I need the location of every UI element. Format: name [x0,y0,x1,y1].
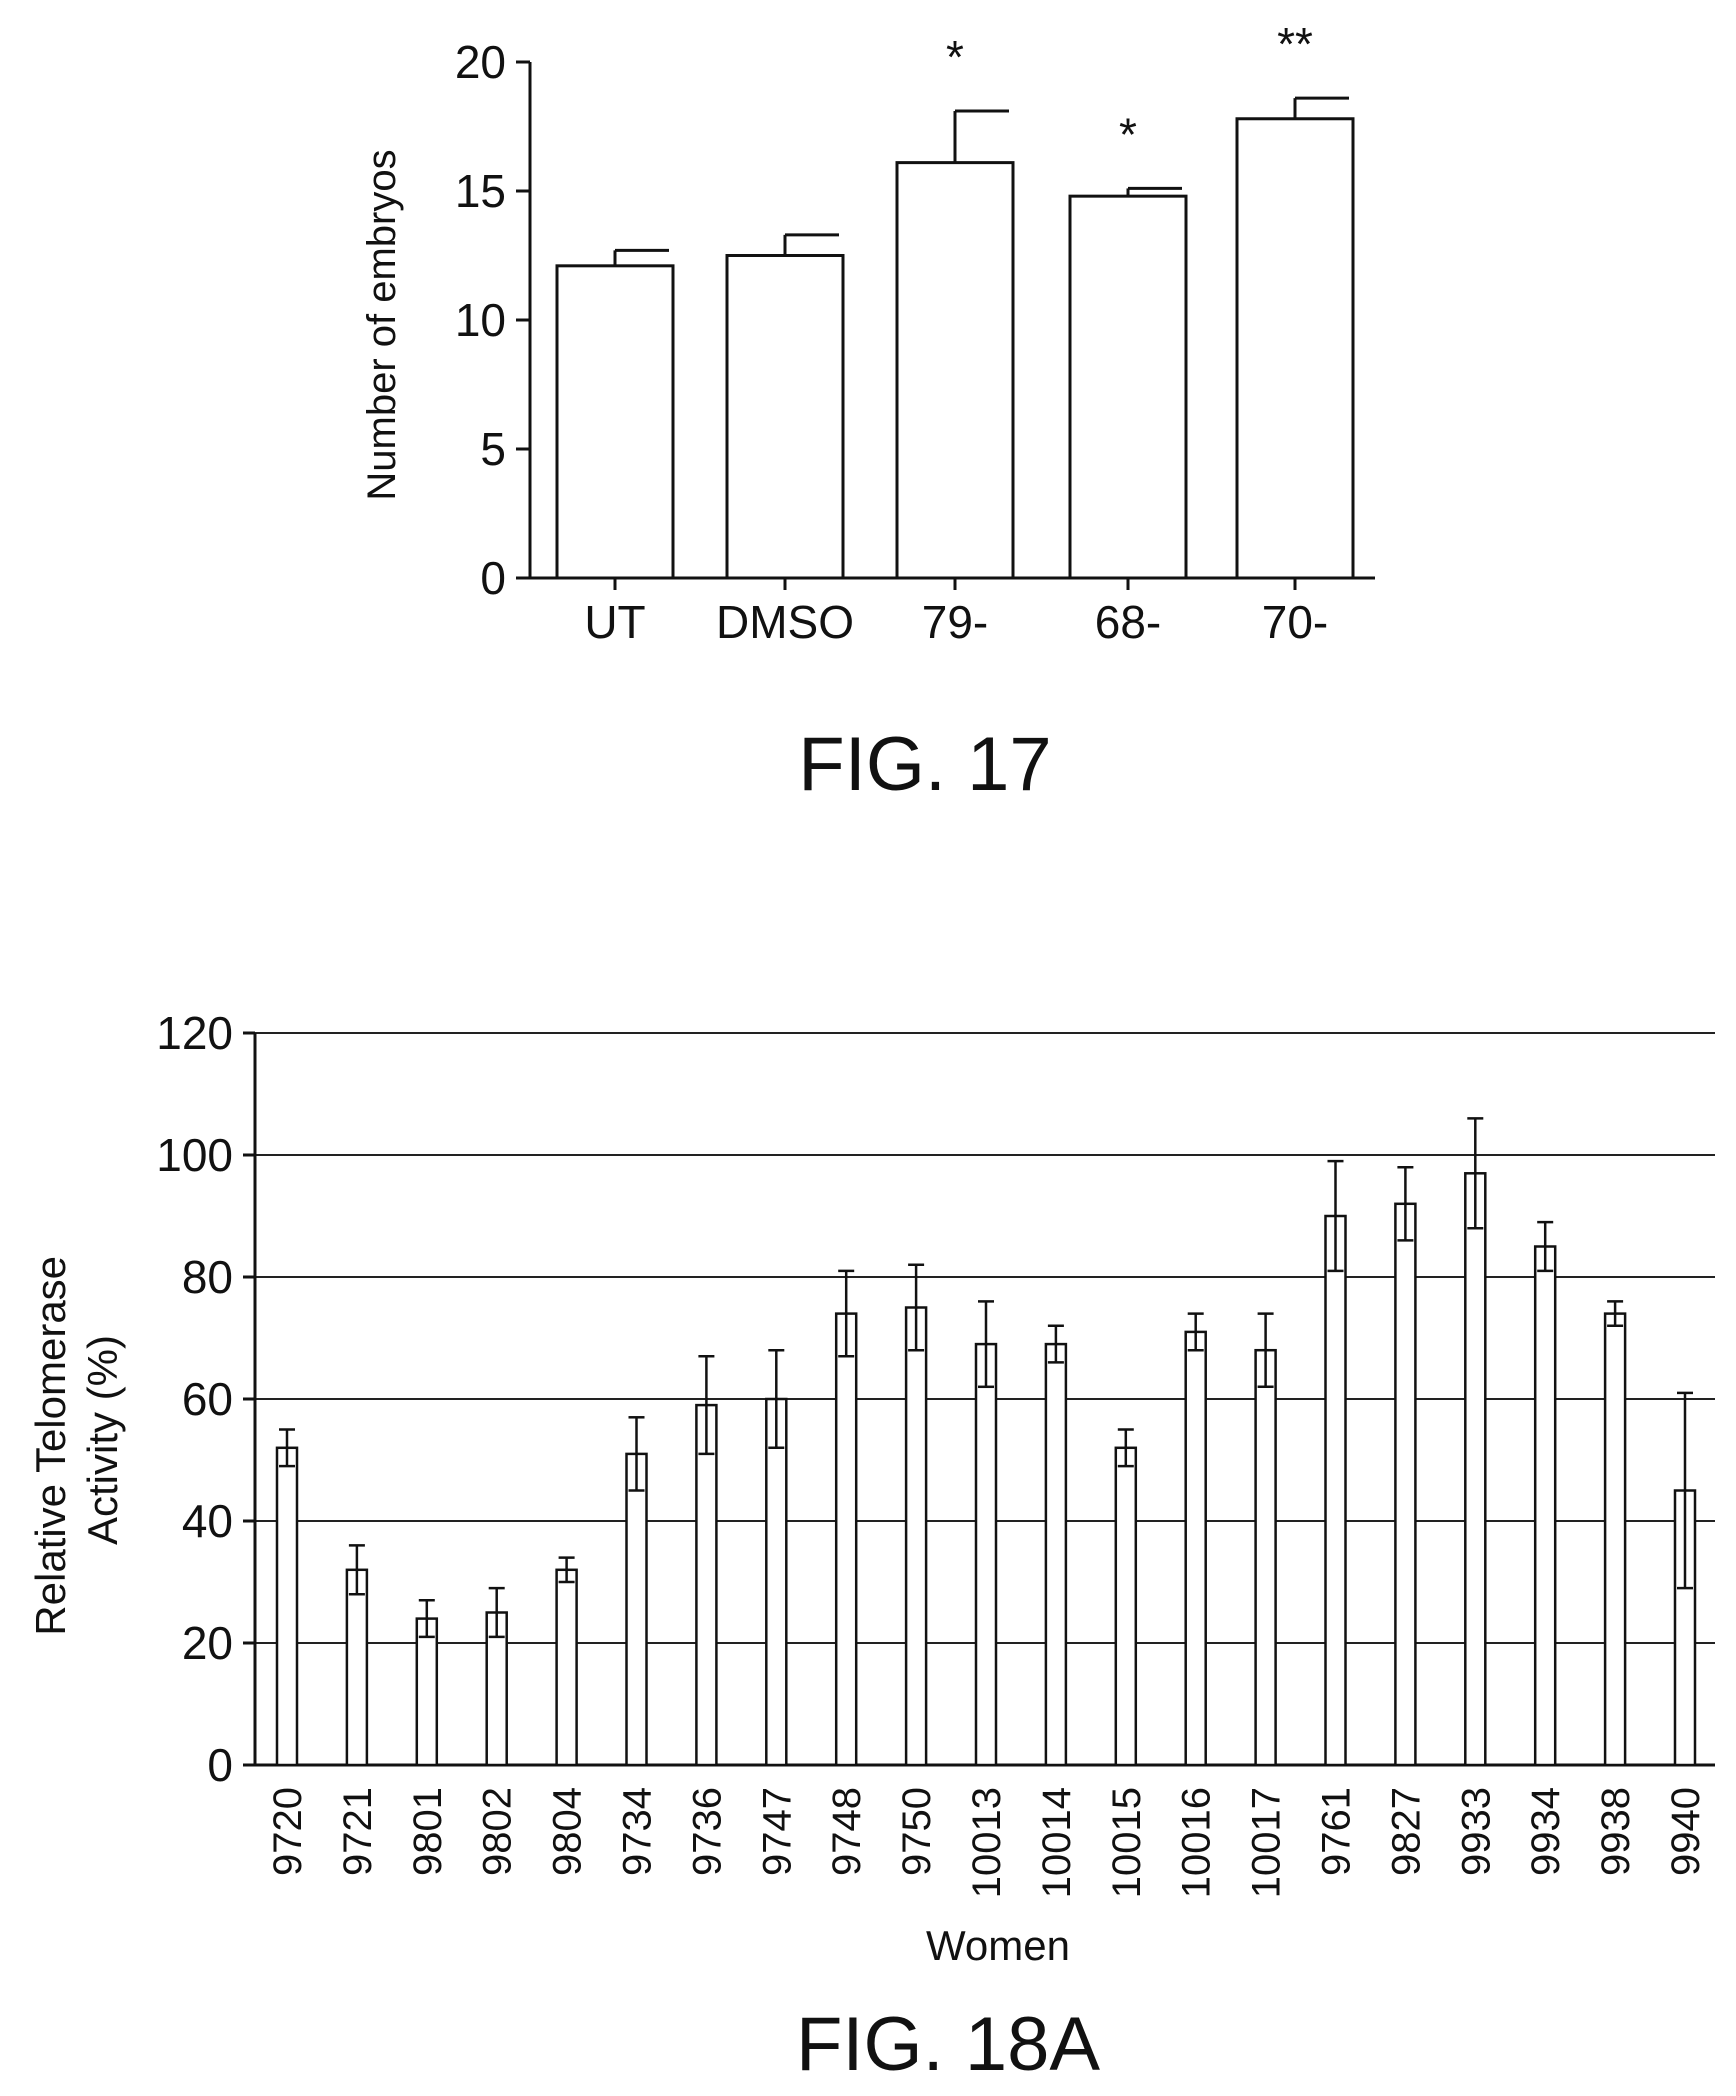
fig18a-x-tick-label: 10017 [1245,1787,1289,1898]
fig17-significance-label: ** [1277,18,1313,70]
fig18a-bar [1603,1312,1627,1767]
fig18a-caption: FIG. 18A [796,2002,1100,2087]
fig17-plot-area: 0 5 10 15 20 UT DMSO 79- * 68- * 70- ** [455,18,1375,648]
fig18a-x-axis-label: Women [926,1922,1070,1969]
fig18a-x-tick-label: 9747 [755,1787,799,1876]
fig17-x-tick-label: 70- [1262,596,1328,648]
fig18a-y-tick-label: 60 [182,1373,233,1425]
fig17-bar [1235,117,1355,580]
fig17-y-tick-label: 10 [455,294,506,346]
fig17-y-tick-label: 0 [480,552,506,604]
fig17-y-tick-label: 15 [455,165,506,217]
fig18a-bar [1464,1172,1487,1767]
fig17-y-axis-label: Number of embryos [360,149,404,500]
fig18a-bar [834,1312,858,1767]
fig18a-y-tick-label: 100 [156,1129,233,1181]
fig18a-x-tick-label: 9748 [825,1787,869,1876]
fig17-bar [895,161,1015,580]
fig18a-bar [1184,1330,1207,1767]
fig17-x-tick-label: 79- [922,596,988,648]
fig18a-x-tick-label: 9734 [616,1787,660,1876]
fig18a-x-tick-label: 9933 [1454,1787,1498,1876]
fig17-y-tick-label: 20 [455,36,506,88]
fig18a-x-tick-label: 10014 [1035,1787,1079,1898]
fig18a-bar [1394,1202,1417,1767]
fig18a-x-tick-label: 9804 [546,1787,590,1876]
fig18a-y-tick-label: 80 [182,1251,233,1303]
fig17-chart: 0 5 10 15 20 UT DMSO 79- * 68- * 70- ** Number of em… [360,18,1375,807]
fig18a-x-tick-label: 9940 [1664,1787,1708,1876]
fig18a-bar [1533,1245,1557,1767]
fig17-bar [555,264,675,580]
fig18a-bar [974,1342,998,1767]
fig18a-x-tick-label: 9934 [1524,1787,1568,1876]
fig18a-y-axis-label-line2: Activity (%) [79,1335,126,1545]
fig18a-bar [415,1617,439,1767]
fig18a-x-tick-label: 9720 [266,1787,310,1876]
fig18a-x-tick-label: 10013 [965,1787,1009,1898]
fig18a-y-axis-label-line1: Relative Telomerase [27,1256,74,1636]
fig18a-x-tick-label: 9750 [895,1787,939,1876]
fig18a-bar [1254,1348,1277,1767]
fig18a-bar [1114,1446,1138,1767]
fig18a-x-tick-label: 9802 [476,1787,520,1876]
fig18a-y-axis-label: Relative Telomerase Activity (%) [27,1244,126,1635]
fig18a-bar [625,1452,648,1767]
fig18a-x-tick-label: 9938 [1594,1787,1638,1876]
fig18a-x-tick-label: 10016 [1175,1787,1219,1898]
fig17-y-tick-label: 5 [480,423,506,475]
fig18a-x-tick-label: 9801 [406,1787,450,1876]
fig18a-x-tick-label: 9736 [685,1787,729,1876]
fig18a-y-tick-label: 0 [207,1739,233,1791]
fig17-x-tick-label: DMSO [716,596,854,648]
fig18a-x-tick-label: 9827 [1384,1787,1428,1876]
fig17-significance-label: * [946,31,964,83]
fig18a-y-tick-label: 40 [182,1495,233,1547]
fig17-bar [725,254,845,580]
fig18a-y-tick-label: 120 [156,1007,233,1059]
fig18a-x-tick-label: 9721 [336,1787,380,1876]
fig17-x-tick-label: 68- [1095,596,1161,648]
fig18a-bar [555,1568,578,1767]
fig18a-bar [345,1568,369,1767]
fig17-x-tick-label: UT [584,596,645,648]
fig18a-x-tick-label: 10015 [1105,1787,1149,1898]
fig18a-bar [765,1397,788,1767]
fig18a-bar [904,1306,928,1767]
fig18a-bar [1324,1214,1347,1767]
fig18a-bar [695,1403,718,1767]
fig18a-x-tick-label: 9761 [1315,1787,1359,1876]
fig18a-chart: 0 20 40 60 80 100 120 9720 9721 9801 9802 9804 9734 9… [27,1007,1715,2087]
fig17-caption: FIG. 17 [798,722,1051,807]
fig18a-bar [275,1446,299,1767]
fig17-bar [1068,194,1188,580]
fig17-significance-label: * [1119,108,1137,160]
fig18a-bar [1044,1342,1068,1767]
fig18a-y-tick-label: 20 [182,1617,233,1669]
fig18a-plot-area: 0 20 40 60 80 100 120 9720 9721 9801 9802 9804 9734 9… [156,1007,1715,1898]
